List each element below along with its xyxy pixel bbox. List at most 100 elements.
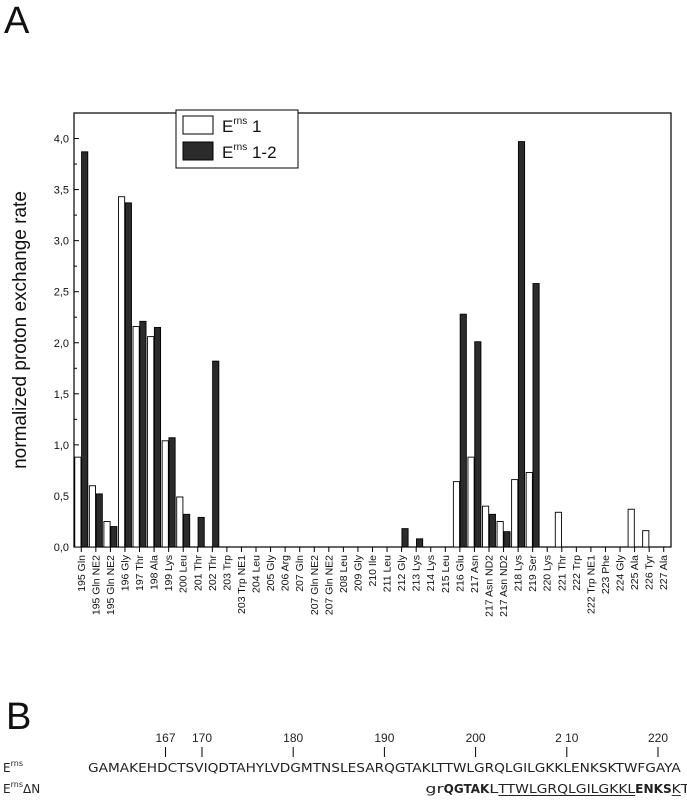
bar-erns1-1 (88, 485, 96, 548)
bar-erns12-31 (532, 283, 540, 548)
bar-erns1-28 (482, 505, 490, 548)
x-tick-label: 203 Trp NE1 (236, 555, 248, 614)
bar-erns1-6 (161, 440, 169, 548)
bar-erns12-7 (183, 513, 191, 548)
x-tick-label: 206 Arg (280, 555, 292, 591)
x-tick-label: 210 Ile (367, 555, 379, 587)
legend-label-erns12: Erns 1-2 (222, 142, 277, 162)
bar-erns12-4 (139, 320, 147, 548)
x-tick-label: 225 Ala (629, 555, 641, 590)
bar-erns1-31 (525, 472, 533, 548)
bar-chart: 0,0 0,5 1,0 1,5 2,0 2,5 3,0 3,5 4,0 normalized pr… (10, 109, 672, 617)
x-tick-label: 224 Gly (615, 554, 627, 591)
x-tick-label: 195 Gln NE2 (105, 555, 117, 615)
x-tick-label: 200 Leu (178, 555, 190, 593)
x-tick-label: 207 Gln NE2 (309, 555, 321, 615)
bar-erns12-6 (168, 437, 176, 548)
x-tick-label: 207 Gln NE2 (323, 555, 335, 615)
bar-erns1-38 (627, 508, 635, 548)
x-tick-label: 214 Lys (425, 555, 437, 591)
x-tick-label: 202 Thr (207, 555, 219, 591)
x-tick-label: 196 Gly (119, 554, 131, 591)
x-tick-label: 217 Asn (469, 555, 481, 593)
x-tick-label: 199 Lys (163, 555, 175, 591)
panel-b-label: B (6, 696, 32, 738)
x-tick-label: 198 Ala (149, 555, 161, 590)
bar-erns1-39 (642, 530, 650, 548)
sequence-segment: gr (425, 782, 443, 796)
bar-erns12-0 (81, 151, 89, 548)
bar-erns1-5 (147, 336, 155, 548)
bar-erns12-30 (517, 141, 526, 548)
row-label: ErnsΔN (3, 780, 40, 796)
ruler-label: 2 10 (555, 731, 579, 745)
sequence-segment: GAMAKEHDCTSVIQDTAHYLVDGMTNSLESARQGTAKLTT… (88, 761, 682, 775)
x-tick-label: 211 Leu (382, 555, 394, 592)
ruler-label: 220 (648, 731, 668, 745)
y-tick-label: 2,5 (54, 287, 69, 299)
y-tick-label: 3,5 (54, 185, 69, 197)
x-tick-label: 201 Thr (192, 555, 204, 591)
x-tick-label: 220 Lys (542, 555, 554, 591)
x-tick-label: 227 Ala (658, 555, 670, 590)
x-tick-label: 197 Thr (134, 555, 146, 591)
x-tick-label: 218 Lys (513, 555, 525, 591)
bar-erns1-27 (467, 456, 475, 548)
x-tick-label: 217 Asn ND2 (498, 555, 510, 617)
bar-erns12-2 (110, 526, 118, 548)
sequence-segment: T (680, 782, 687, 796)
ruler-label: 167 (156, 731, 176, 745)
sequence-segment: QGTAK (444, 782, 490, 796)
ruler-label: 180 (283, 731, 303, 745)
y-tick-label: 1,5 (54, 389, 69, 401)
x-tick-label: 219 Ser (527, 555, 539, 592)
bar-erns1-29 (496, 521, 504, 548)
x-tick-label: 216 Glu (454, 555, 466, 592)
row-label: Erns (3, 759, 23, 775)
bar-erns12-5 (153, 326, 162, 548)
bar-erns1-7 (176, 496, 184, 548)
legend-swatch-erns1 (182, 115, 214, 135)
bar-erns12-1 (95, 493, 103, 548)
x-tick-label: 205 Gly (265, 554, 277, 591)
legend-label-erns1: Erns 1 (222, 116, 261, 136)
bar-erns12-23 (416, 538, 424, 548)
y-tick-label: 4,0 (54, 134, 69, 146)
x-tick-label: 215 Leu (440, 555, 452, 593)
bar-erns12-3 (124, 202, 132, 548)
panel-a-label: A (4, 0, 30, 42)
x-tick-label: 213 Lys (411, 555, 423, 591)
x-tick-label: 207 Gln (294, 555, 306, 592)
x-tick-label: 222 Trp (571, 555, 583, 591)
legend: Erns 1 Erns 1-2 (175, 109, 299, 169)
bar-erns1-26 (452, 481, 461, 548)
bar-erns1-33 (554, 511, 562, 548)
legend-swatch-erns12 (182, 141, 214, 161)
x-tick-label: 208 Leu (338, 555, 350, 593)
x-tick-label: 195 Gln NE2 (90, 555, 102, 615)
x-tick-label: 195 Gln (76, 555, 88, 592)
ruler-label: 170 (192, 731, 212, 745)
bar-erns12-8 (197, 516, 205, 548)
ruler-label: 200 (466, 731, 486, 745)
sequence-segment: L (489, 782, 499, 796)
x-tick-label: 204 Leu (251, 555, 263, 593)
x-tick-label: 222 Trp NE1 (585, 555, 597, 614)
bar-erns12-26 (459, 313, 467, 548)
x-tick-label: 223 Phe (600, 555, 612, 594)
x-tick-label: 203 Trp (221, 555, 233, 591)
bar-erns1-30 (511, 479, 519, 548)
bar-erns12-9 (212, 360, 220, 548)
bar-erns12-28 (488, 513, 496, 548)
bar-erns12-27 (474, 341, 482, 548)
y-tick-label: 3,0 (54, 236, 69, 248)
y-tick-label: 1,0 (54, 440, 69, 452)
sequence-segment: K (672, 782, 682, 796)
x-tick-label: 212 Gly (396, 554, 408, 591)
y-axis-label: normalized proton exchange rate (10, 191, 31, 469)
bar-erns1-4 (132, 325, 140, 548)
y-tick-label: 0,0 (54, 542, 69, 554)
bar-erns1-0 (74, 456, 82, 548)
